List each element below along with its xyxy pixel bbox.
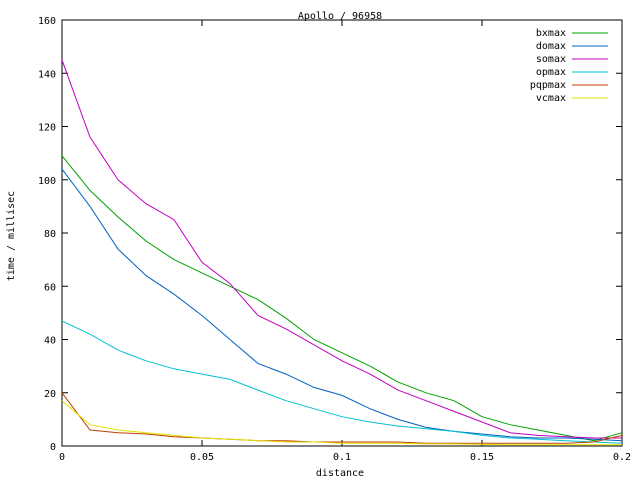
legend-label-opmax: opmax <box>536 67 566 78</box>
legend-label-pqpmax: pqpmax <box>530 80 566 91</box>
y-tick-label: 20 <box>44 389 56 400</box>
x-tick-label: 0.05 <box>190 452 214 463</box>
y-tick-label: 100 <box>38 176 56 187</box>
y-tick-label: 160 <box>38 16 56 27</box>
chart-title: Apollo / 96958 <box>298 11 382 22</box>
series-line-vcmax <box>61 400 622 446</box>
x-axis-label: distance <box>316 468 364 479</box>
series-line-opmax <box>61 320 623 444</box>
y-tick-label: 0 <box>50 442 56 453</box>
y-tick-label: 80 <box>44 229 56 240</box>
legend: bxmax domax somax opmax pqpmax vcmax <box>530 28 608 104</box>
y-tick-label: 140 <box>38 69 56 80</box>
series-line-domax <box>61 168 623 442</box>
legend-label-vcmax: vcmax <box>536 93 566 104</box>
series-line-bxmax <box>61 155 623 442</box>
x-tick-label: 0.2 <box>613 452 631 463</box>
series-line-pqpmax <box>61 392 623 444</box>
legend-label-somax: somax <box>536 54 566 65</box>
x-tick-label: 0.15 <box>470 452 494 463</box>
y-tick-label: 40 <box>44 336 56 347</box>
y-axis-label: time / millisec <box>6 191 17 281</box>
legend-label-bxmax: bxmax <box>536 28 566 39</box>
legend-label-domax: domax <box>536 41 566 52</box>
series-group <box>61 59 623 446</box>
x-tick-label: 0 <box>59 452 65 463</box>
x-tick-label: 0.1 <box>333 452 351 463</box>
y-tick-label: 120 <box>38 123 56 134</box>
y-axis: 0 20 40 60 80 100 120 140 160 <box>38 16 622 453</box>
y-tick-label: 60 <box>44 282 56 293</box>
series-line-somax <box>61 59 622 439</box>
